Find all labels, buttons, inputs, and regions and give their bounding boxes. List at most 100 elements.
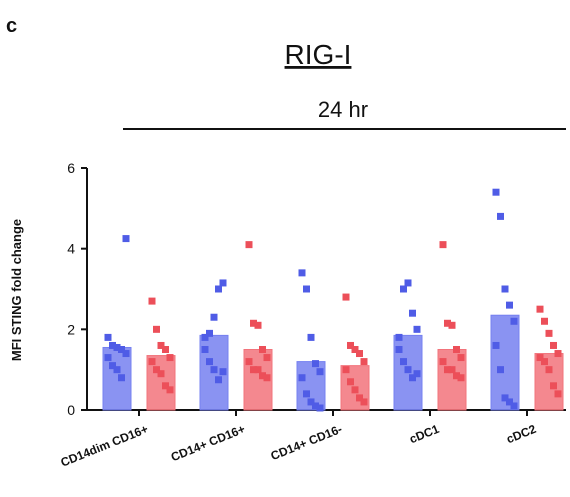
chart-subtitle: 24 hr [318,97,368,122]
x-tick-label: cDC2 [504,422,538,447]
data-point [316,368,324,376]
data-point [536,354,544,362]
data-point [254,366,262,374]
data-point [360,398,368,406]
data-point [413,370,421,378]
data-point [104,354,112,362]
bar-blue-0 [102,346,132,411]
data-point [545,329,553,337]
data-point [210,366,218,374]
x-tick-label: CD14+ CD16+ [169,422,247,464]
data-point [400,285,407,293]
bar-blue-4 [490,314,520,411]
data-point [157,370,165,378]
data-point [263,354,271,362]
data-point [219,279,227,287]
data-point [506,398,513,406]
data-point [153,325,160,333]
data-point [307,398,315,406]
data-point [250,319,257,327]
data-point [303,390,310,398]
data-point [444,366,451,374]
y-tick-label: 0 [67,402,75,418]
data-point [444,319,451,327]
data-point [303,285,310,293]
data-point [166,386,174,394]
data-point [210,313,218,321]
data-point [312,402,319,410]
data-point [215,285,222,293]
data-point [254,321,262,329]
data-point [497,366,504,374]
data-point [541,358,548,366]
data-point [118,346,125,353]
data-point [122,235,130,243]
data-point [409,374,416,382]
data-point [347,378,354,386]
data-point [109,362,116,370]
data-point [536,305,544,313]
panel-letter: c [6,15,17,37]
data-point [104,333,112,341]
data-point [157,341,165,349]
data-point [404,279,412,287]
data-point [259,372,266,380]
data-point [510,402,518,410]
data-point [351,386,359,394]
data-point [439,241,447,249]
data-point [554,390,562,398]
data-point [497,212,504,220]
data-point [201,333,209,341]
y-axis-label: MFI STING fold change [9,219,24,361]
y-tick-label: 4 [67,241,75,257]
data-point [113,366,121,374]
data-point [448,366,456,374]
data-point [360,358,368,366]
data-points [104,188,562,412]
data-point [122,350,130,358]
data-point [400,358,407,366]
data-point [307,333,315,341]
y-ticks: 0 2 4 6 [67,160,87,418]
data-point [263,374,271,382]
data-point [541,317,548,325]
data-point [118,374,125,382]
data-point [395,346,403,353]
data-point [347,341,354,349]
data-point [201,346,209,353]
data-point [550,341,557,349]
y-tick-label: 2 [67,321,75,337]
data-point [259,346,266,353]
x-tick-label: CD14dim CD16+ [59,422,151,470]
data-point [162,346,169,353]
data-point [453,372,460,380]
data-point [351,346,359,353]
data-point [250,366,257,374]
data-point [501,394,509,402]
data-point [453,346,460,353]
data-point [439,358,447,366]
data-point [162,382,169,390]
data-point [148,358,156,366]
data-point [166,354,174,362]
data-point [219,368,227,376]
x-tick-label: CD14+ CD16- [269,422,344,463]
data-point [457,354,465,362]
bars [102,314,564,411]
bar-red-4 [534,353,564,411]
data-point [404,366,412,374]
data-point [356,394,363,402]
data-point [501,285,509,293]
data-point [413,325,421,333]
x-ticks: CD14dim CD16+ CD14+ CD16+ CD14+ CD16- cDC1 c… [59,410,538,470]
data-point [409,309,416,317]
data-point [206,329,213,337]
data-point [510,317,518,325]
data-point [113,343,121,351]
data-point [148,297,156,305]
chart-title: RIG-I [285,39,352,70]
data-point [545,366,553,374]
data-point [316,404,324,412]
data-point [492,188,500,196]
data-point [298,374,306,382]
